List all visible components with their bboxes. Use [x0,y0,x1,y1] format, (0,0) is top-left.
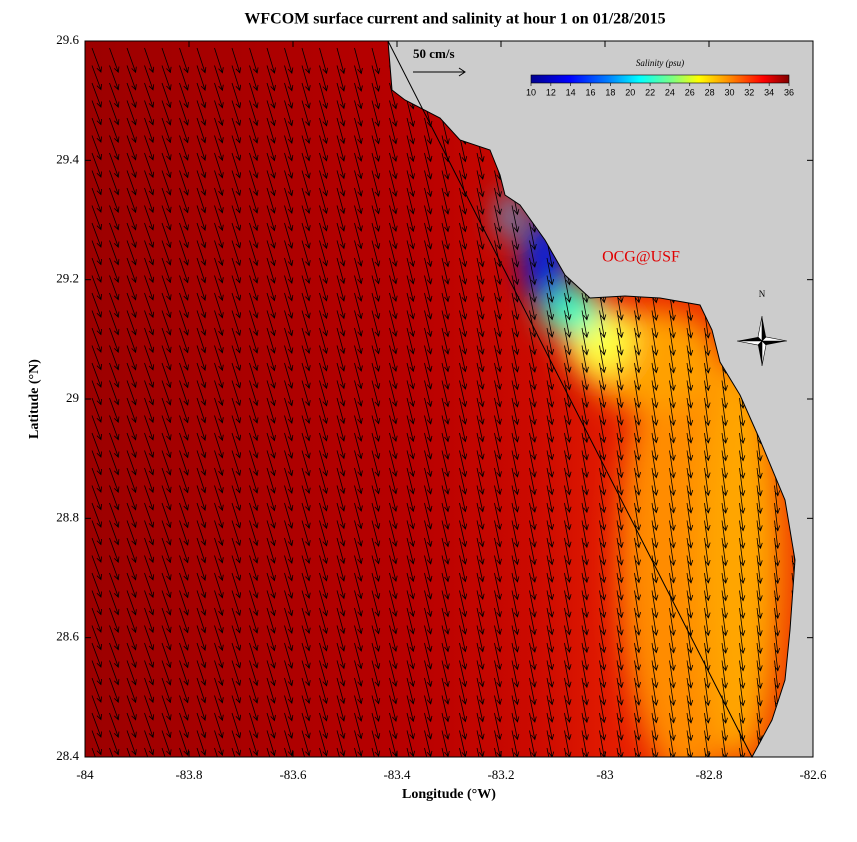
colorbar-tick-label: 32 [744,87,754,97]
x-tick-label: -83.8 [175,767,202,782]
title: WFCOM surface current and salinity at ho… [244,11,665,28]
colorbar [530,74,790,84]
colorbar-tick-label: 20 [625,87,635,97]
x-tick-label: -83.2 [487,767,514,782]
y-tick-label: 29.6 [56,32,79,47]
y-tick-label: 29.2 [56,271,79,286]
y-tick-label: 28.4 [56,748,79,763]
x-tick-label: -83.4 [383,767,411,782]
x-tick-label: -83 [596,767,613,782]
y-tick-label: 29.4 [56,151,79,166]
colorbar-label: Salinity (psu) [636,58,684,68]
colorbar-tick-label: 14 [566,87,576,97]
x-tick-label: -82.8 [695,767,722,782]
colorbar-tick-label: 12 [546,87,556,97]
colorbar-tick-label: 34 [764,87,774,97]
x-label: Longitude (°W) [402,787,496,802]
scale-arrow [413,67,466,77]
x-tick-label: -84 [76,767,94,782]
colorbar-tick-label: 28 [705,87,715,97]
y-tick-label: 29 [66,390,79,405]
x-tick-label: -82.6 [799,767,827,782]
colorbar-tick-label: 16 [586,87,596,97]
scale-label: 50 cm/s [413,46,455,61]
compass [736,315,788,367]
colorbar-tick-label: 22 [645,87,655,97]
north-label: N [759,289,766,299]
y-tick-label: 28.8 [56,509,79,524]
colorbar-tick-label: 30 [724,87,734,97]
y-tick-label: 28.6 [56,629,79,644]
watermark: OCG@USF [602,249,680,266]
colorbar-tick-label: 18 [605,87,615,97]
colorbar-tick-label: 24 [665,87,675,97]
colorbar-tick-label: 36 [784,87,794,97]
colorbar-tick-label: 26 [685,87,695,97]
x-tick-label: -83.6 [279,767,307,782]
colorbar-tick-label: 10 [526,87,536,97]
y-label: Latitude (°N) [27,359,42,439]
